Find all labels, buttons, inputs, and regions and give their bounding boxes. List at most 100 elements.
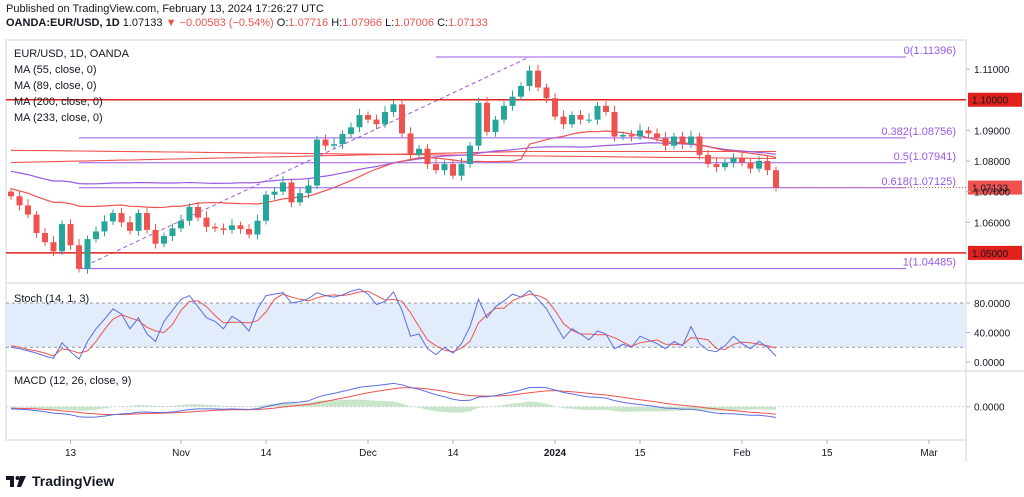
- stoch-d-line: [10, 290, 777, 357]
- candle-body: [348, 127, 354, 135]
- macd-signal-line: [10, 387, 777, 415]
- candle-body: [467, 145, 473, 165]
- last-price-tag-label: 1.07133: [972, 184, 1009, 195]
- candle-body: [161, 236, 167, 244]
- candle-body: [713, 164, 720, 168]
- candle-body: [543, 87, 550, 99]
- time-tick-label: Feb: [733, 448, 751, 459]
- candle-body: [8, 191, 14, 197]
- candle-body: [288, 182, 295, 203]
- candle-body: [314, 139, 320, 186]
- candle-body: [654, 133, 660, 139]
- candle-body: [705, 154, 711, 165]
- candle-body: [50, 242, 57, 252]
- time-tick-label: Nov: [172, 448, 190, 459]
- candle-body: [747, 162, 754, 169]
- ma-55-line: [10, 130, 777, 209]
- candle-body: [59, 224, 65, 252]
- time-tick-label: Mar: [920, 448, 938, 459]
- fib-label-0: 0(1.11396): [904, 45, 956, 57]
- candle-body: [407, 133, 414, 155]
- candle-body: [552, 98, 558, 117]
- fib-label-0.382: 0.382(1.08756): [881, 126, 956, 138]
- candle-body: [492, 119, 499, 132]
- symbol-label: OANDA:EUR/USD, 1D: [6, 17, 120, 29]
- candle-body: [203, 217, 210, 227]
- candle-body: [594, 105, 601, 120]
- candle-body: [662, 138, 669, 146]
- candle-body: [263, 194, 269, 221]
- candle-body: [509, 96, 516, 106]
- candle-body: [305, 185, 312, 194]
- candle-body: [637, 130, 643, 137]
- candle-body: [611, 111, 618, 137]
- candle-body: [416, 148, 422, 155]
- time-tick-label: 2024: [544, 448, 567, 459]
- candle-body: [339, 134, 346, 145]
- candle-body: [254, 220, 261, 235]
- fib-label-0.618: 0.618(1.07125): [881, 176, 956, 188]
- low-value: 1.07006: [394, 17, 435, 29]
- candle-body: [42, 232, 48, 243]
- candle-body: [297, 193, 303, 203]
- stoch-band: [6, 303, 966, 348]
- candle-body: [424, 148, 431, 165]
- key-level-tag: [968, 92, 1022, 107]
- candle-body: [110, 213, 116, 222]
- candle-body: [722, 162, 728, 168]
- price-legend-item: MA (233, close, 0): [14, 112, 103, 124]
- price-tick-label: 1.09000: [974, 126, 1011, 137]
- candle-body: [679, 136, 686, 145]
- published-text: Published on TradingView.com, February 1…: [6, 3, 324, 15]
- candle-body: [186, 206, 193, 221]
- low-key: L:: [385, 17, 395, 29]
- candle-body: [535, 70, 541, 88]
- key-level-tag: [968, 245, 1022, 260]
- time-tick-label: 13: [65, 448, 77, 459]
- candle-body: [450, 164, 456, 176]
- candle-body: [739, 157, 745, 163]
- candle-body: [501, 105, 507, 120]
- stoch-tick-label: 40.0000: [974, 329, 1011, 340]
- candle-body: [730, 157, 737, 163]
- candle-body: [93, 231, 99, 240]
- fib-label-1: 1(1.04485): [903, 257, 956, 269]
- price-change: ▼ −0.00583 (−0.54%): [165, 17, 274, 29]
- price-legend-item: EUR/USD, 1D, OANDA: [14, 48, 130, 60]
- candle-body: [671, 136, 677, 146]
- candle-body: [560, 116, 567, 125]
- macd-tick-label: 0.0000: [974, 403, 1005, 414]
- candle-body: [84, 239, 91, 269]
- last-price-tag: [968, 180, 1022, 195]
- price-legend-item: MA (200, close, 0): [14, 96, 103, 108]
- candle-body: [195, 206, 201, 218]
- candle-body: [373, 119, 380, 125]
- macd-title: MACD (12, 26, close, 9): [14, 375, 131, 387]
- fib-trendline: [78, 56, 530, 270]
- candle-body: [577, 115, 584, 120]
- open-key: O:: [276, 17, 289, 29]
- candle-body: [756, 161, 762, 169]
- stoch-tick-label: 80.0000: [974, 299, 1011, 310]
- candle-body: [526, 70, 533, 86]
- candle-body: [178, 220, 184, 229]
- candle-body: [365, 115, 371, 120]
- price-tick-label: 1.11000: [974, 65, 1010, 76]
- candle-body: [280, 182, 286, 192]
- open-value: 1.07716: [288, 17, 329, 29]
- stoch-k-line: [10, 288, 777, 360]
- time-tick-label: 14: [260, 448, 272, 459]
- candle-body: [586, 119, 592, 121]
- candle-body: [518, 85, 524, 97]
- close-value: 1.07133: [448, 17, 488, 29]
- candle-body: [135, 213, 142, 231]
- candle-body: [688, 136, 694, 145]
- candle-body: [569, 115, 575, 125]
- time-tick-label: 15: [821, 448, 833, 459]
- candle-body: [322, 139, 329, 146]
- candle-body: [764, 161, 771, 171]
- candle-body: [433, 164, 439, 171]
- price-legend-item: MA (89, close, 0): [14, 80, 97, 92]
- price-tick-label: 1.06000: [974, 218, 1011, 229]
